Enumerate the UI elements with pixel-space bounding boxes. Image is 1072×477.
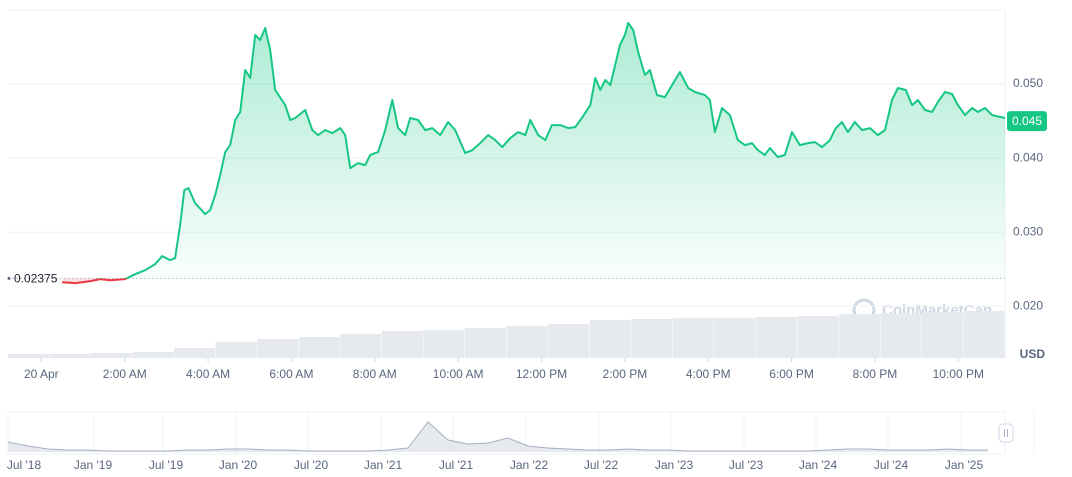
baseline-label: 0.02375 <box>14 272 58 286</box>
volume-bar <box>91 353 133 358</box>
price-area-up <box>62 23 1005 279</box>
navigator-label: Jul '23 <box>729 458 764 472</box>
x-tick-label: 8:00 AM <box>353 367 397 381</box>
y-tick-label: 0.040 <box>1013 150 1043 164</box>
y-tick-label: 0.020 <box>1013 298 1043 312</box>
volume-bar <box>464 328 506 358</box>
navigator-handle[interactable] <box>998 423 1014 443</box>
price-badge-label: 0.045 <box>1012 114 1042 128</box>
navigator-label: Jan '20 <box>219 458 258 472</box>
navigator-label: Jan '25 <box>945 458 984 472</box>
currency-label: USD <box>1020 347 1046 361</box>
volume-bar <box>921 312 963 358</box>
navigator-label: Jul '21 <box>439 458 474 472</box>
navigator-label: Jan '24 <box>799 458 838 472</box>
volume-bar <box>838 314 880 358</box>
x-tick-label: 10:00 PM <box>933 367 984 381</box>
navigator-label: Jan '23 <box>655 458 694 472</box>
volume-bar <box>49 354 91 358</box>
volume-bar <box>215 342 257 358</box>
volume-bar <box>755 317 797 358</box>
volume-bar <box>423 330 465 358</box>
volume-bar <box>132 352 174 358</box>
x-tick-label: 4:00 PM <box>686 367 731 381</box>
navigator-area <box>8 422 988 452</box>
navigator-label: Jul '22 <box>584 458 619 472</box>
navigator-label: Jul '24 <box>874 458 909 472</box>
volume-bar <box>257 339 299 358</box>
baseline-dot <box>7 276 11 280</box>
navigator-line <box>7 421 988 452</box>
volume-bar <box>589 320 631 358</box>
x-tick-label: 6:00 AM <box>269 367 313 381</box>
volume-bar <box>174 348 216 358</box>
x-tick-label: 12:00 PM <box>516 367 567 381</box>
x-tick-label: 20 Apr <box>24 367 59 381</box>
volume-bar <box>963 311 1005 358</box>
x-tick-label: 2:00 AM <box>103 367 147 381</box>
navigator-label: Jan '19 <box>74 458 113 472</box>
price-line <box>62 22 1006 285</box>
navigator-label: Jul '20 <box>294 458 329 472</box>
y-tick-label: 0.030 <box>1013 224 1043 238</box>
volume-bar <box>8 354 50 358</box>
navigator-label: Jan '22 <box>510 458 549 472</box>
x-tick-label: 10:00 AM <box>433 367 484 381</box>
navigator-label: Jul '19 <box>149 458 184 472</box>
x-tick-label: 6:00 PM <box>769 367 814 381</box>
volume-bar <box>548 324 590 358</box>
volume-bar <box>672 318 714 358</box>
volume-bar <box>880 313 922 358</box>
navigator-label: Jul '18 <box>7 458 42 472</box>
volume-bar <box>797 316 839 358</box>
volume-bar <box>714 318 756 358</box>
volume-bar <box>631 319 673 358</box>
volume-bar <box>298 337 340 358</box>
x-tick-label: 8:00 PM <box>853 367 898 381</box>
price-badge <box>1007 111 1047 132</box>
navigator-label: Jan '21 <box>364 458 403 472</box>
x-tick-label: 2:00 PM <box>603 367 648 381</box>
y-tick-label: 0.050 <box>1013 76 1043 90</box>
x-tick-label: 4:00 AM <box>186 367 230 381</box>
volume-bar <box>340 334 382 358</box>
volume-bar <box>506 326 548 358</box>
volume-bar <box>381 331 423 358</box>
